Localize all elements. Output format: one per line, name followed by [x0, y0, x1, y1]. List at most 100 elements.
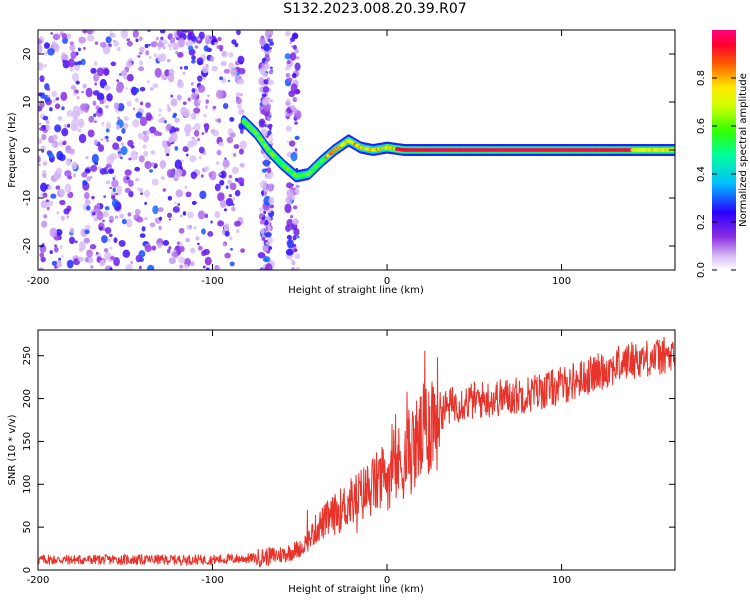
heatmap-cell — [266, 167, 272, 174]
heatmap-cell — [204, 166, 210, 172]
heatmap-cell — [183, 264, 189, 270]
heatmap-cell — [139, 60, 144, 66]
heatmap-cell — [284, 203, 292, 214]
heatmap-cell — [179, 264, 184, 269]
heatmap-cell — [294, 121, 298, 125]
heatmap-cell — [158, 118, 162, 123]
heatmap-cell — [191, 136, 195, 140]
heatmap-cell — [158, 216, 163, 221]
heatmap-cell — [86, 30, 93, 35]
heatmap-cell — [69, 41, 74, 46]
heatmap-cell — [202, 76, 207, 80]
heatmap-cell — [136, 187, 140, 191]
heatmap-cell — [72, 92, 77, 96]
heatmap-cell — [122, 69, 128, 76]
heatmap-cell — [144, 244, 152, 252]
heatmap-cell — [105, 122, 112, 129]
heatmap-cell — [105, 226, 112, 235]
heatmap-cell — [183, 65, 189, 70]
heatmap-cell — [64, 183, 72, 193]
heatmap-cell — [294, 253, 301, 259]
heatmap-cell — [295, 184, 300, 189]
heatmap-cell — [136, 216, 144, 223]
x-tick-label: 0 — [384, 575, 390, 586]
heatmap-cell — [197, 245, 203, 251]
heatmap-cell — [78, 133, 87, 144]
heatmap-cell — [45, 199, 49, 203]
heatmap-cell — [234, 177, 238, 182]
heatmap-cell — [179, 214, 183, 218]
heatmap-cell — [199, 190, 207, 200]
heatmap-cell — [194, 45, 199, 49]
heatmap-cell — [38, 127, 44, 131]
heatmap-cell — [191, 55, 196, 61]
heatmap-cell — [86, 176, 91, 182]
heatmap-cell — [125, 218, 133, 228]
heatmap-cell — [191, 88, 196, 93]
heatmap-cell — [116, 46, 121, 52]
heatmap-cell — [226, 136, 234, 144]
heatmap-cell — [67, 123, 71, 128]
heatmap-cell — [289, 52, 297, 61]
heatmap-cell — [86, 256, 94, 264]
heatmap-cell — [50, 193, 57, 199]
heatmap-cell — [130, 260, 133, 265]
heatmap-cell — [128, 180, 134, 187]
heatmap-cell — [239, 162, 245, 168]
heatmap-cell — [221, 50, 228, 58]
heatmap-cell — [292, 235, 297, 241]
heatmap-cell — [66, 33, 72, 40]
x-axis-label: Height of straight line (km) — [288, 285, 424, 296]
heatmap-cell — [201, 65, 209, 74]
heatmap-cell — [61, 106, 65, 111]
heatmap-cell — [285, 248, 294, 256]
heatmap-cell — [78, 36, 87, 44]
heatmap-cell — [285, 72, 291, 78]
heatmap-cell — [53, 246, 59, 253]
heatmap-cell — [215, 161, 220, 165]
heatmap-cell — [193, 226, 197, 230]
heatmap-cell — [229, 261, 235, 267]
heatmap-cell — [89, 175, 93, 179]
heatmap-cell — [69, 67, 74, 72]
heatmap-cell — [102, 219, 105, 223]
heatmap-cell — [185, 191, 192, 198]
heatmap-cell — [69, 227, 75, 234]
heatmap-cell — [145, 50, 150, 56]
heatmap-cell — [81, 171, 88, 178]
heatmap-cell — [232, 153, 237, 157]
heatmap-cell — [190, 82, 194, 86]
heatmap-cell — [106, 155, 114, 165]
heatmap-cell — [191, 59, 196, 64]
heatmap-cell — [294, 62, 301, 71]
heatmap-cell — [138, 155, 145, 163]
heatmap-cell — [294, 98, 298, 100]
heatmap-cell — [220, 61, 227, 67]
heatmap-cell — [194, 122, 201, 131]
heatmap-cell — [120, 30, 129, 39]
heatmap-cell — [234, 220, 241, 227]
heatmap-cell — [232, 166, 239, 175]
heatmap-cell — [190, 92, 197, 100]
heatmap-cell — [287, 77, 293, 83]
heatmap-cell — [229, 182, 237, 191]
heatmap-cell — [58, 257, 61, 261]
heatmap-cell — [185, 153, 189, 157]
heatmap-cell — [257, 251, 266, 259]
heatmap-cell — [38, 155, 41, 160]
y-tick-label: -10 — [22, 190, 33, 206]
heatmap-cell — [235, 30, 241, 36]
heatmap-cell — [286, 234, 292, 240]
heatmap-cell — [174, 159, 183, 170]
heatmap-cell — [225, 185, 229, 189]
heatmap-cell — [268, 34, 272, 38]
heatmap-cell — [237, 55, 245, 64]
heatmap-cell — [55, 228, 63, 236]
heatmap-cell — [45, 124, 51, 130]
heatmap-cell — [262, 98, 270, 106]
y-tick-label: 20 — [22, 48, 33, 61]
heatmap-cell — [262, 256, 271, 263]
heatmap-cell — [154, 67, 162, 78]
heatmap-cell — [93, 73, 100, 82]
